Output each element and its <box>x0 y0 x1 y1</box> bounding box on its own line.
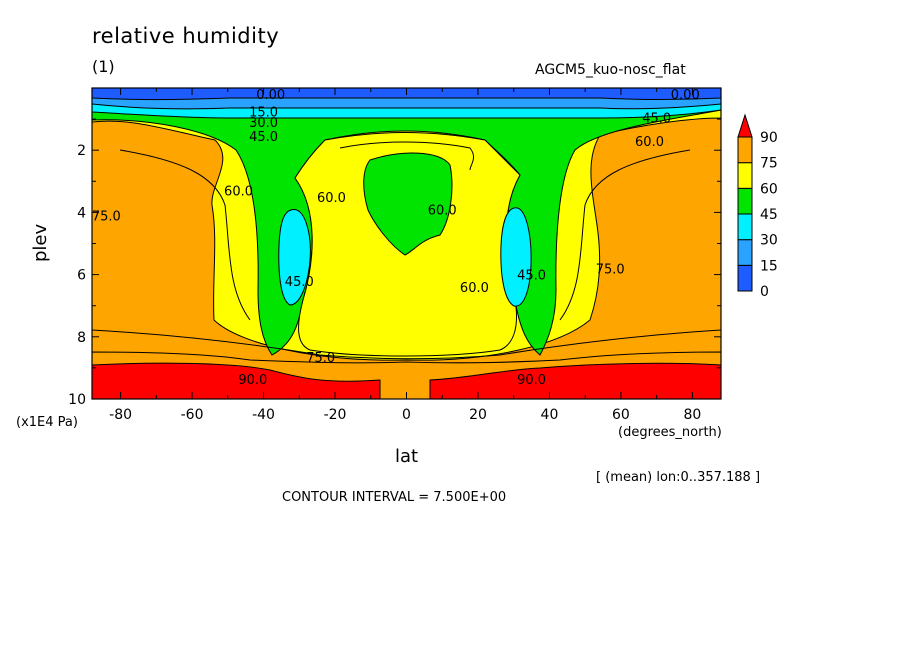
x-units: (degrees_north) <box>618 425 722 440</box>
x-tick-label: 20 <box>469 407 487 423</box>
x-tick-label: 60 <box>612 407 630 423</box>
y-units: (x1E4 Pa) <box>16 415 78 430</box>
colorbar-box <box>737 136 753 164</box>
colorbar: 0 15 30 45 60 75 90 <box>737 113 778 300</box>
colorbar-label: 60 <box>760 181 778 197</box>
colorbar-triangle <box>737 113 753 138</box>
region-90-right <box>429 362 721 399</box>
contour-label: 15.0 <box>249 105 278 120</box>
x-tick-label: -60 <box>181 407 204 423</box>
colorbar-label: 30 <box>760 233 778 249</box>
colorbar-box <box>737 162 753 189</box>
region-30-45-right <box>500 207 532 307</box>
region-45-60-blob <box>363 152 453 256</box>
colorbar-box <box>737 239 753 266</box>
y-tick-label: 6 <box>77 268 86 284</box>
region-90-left <box>92 362 381 399</box>
colorbar-label: 75 <box>760 156 778 172</box>
colorbar-box <box>737 187 753 215</box>
contour-label: 75.0 <box>596 262 625 277</box>
y-tick-label: 2 <box>77 143 86 159</box>
contour-label: 30.0 <box>249 116 278 131</box>
y-tick-label: 10 <box>68 392 86 408</box>
colorbar-box <box>737 264 753 292</box>
contour-label: 75.0 <box>306 351 335 366</box>
contour-label: 90.0 <box>238 373 267 388</box>
contour-label: 60.0 <box>224 185 253 200</box>
contour-line <box>92 329 721 360</box>
chart-title: relative humidity <box>92 24 280 48</box>
contour-label: 60.0 <box>460 281 489 296</box>
contour-label: 60.0 <box>317 191 346 206</box>
contour-label: 45.0 <box>642 112 671 127</box>
contour-label: 0.00 <box>671 88 700 103</box>
colorbar-label: 45 <box>760 207 778 223</box>
x-tick-label: -80 <box>109 407 132 423</box>
contour-label: 45.0 <box>249 130 278 145</box>
contour-label: 60.0 <box>635 135 664 150</box>
chart-subtitle: (1) <box>92 57 115 76</box>
contour-interval: CONTOUR INTERVAL = 7.500E+00 <box>282 490 507 505</box>
contour-label: 90.0 <box>517 373 546 388</box>
region-30-45-left <box>278 209 311 306</box>
contour-label: 0.00 <box>256 88 285 103</box>
colorbar-box <box>737 213 753 241</box>
contour-label: 75.0 <box>92 210 121 225</box>
contour-label: 45.0 <box>517 269 546 284</box>
x-tick-label: -20 <box>324 407 347 423</box>
x-tick-label: 40 <box>541 407 559 423</box>
model-name: AGCM5_kuo-nosc_flat <box>535 62 686 78</box>
contour-line <box>559 149 691 321</box>
colorbar-label: 0 <box>760 284 769 300</box>
y-axis: 2 4 6 8 10 <box>68 118 721 408</box>
region-45-60 <box>92 107 721 356</box>
contour-label: 45.0 <box>285 275 314 290</box>
contour-label: 60.0 <box>428 203 457 218</box>
contour-line <box>119 149 251 321</box>
y-tick-label: 8 <box>77 330 86 346</box>
x-axis-label: lat <box>395 446 419 467</box>
y-tick-label: 4 <box>77 205 86 221</box>
x-tick-label: 80 <box>683 407 701 423</box>
plot-area <box>92 88 721 399</box>
mean-note: [ (mean) lon:0..357.188 ] <box>596 470 761 485</box>
x-tick-label: -40 <box>252 407 275 423</box>
colorbar-label: 90 <box>760 130 778 146</box>
contour-line <box>339 141 475 171</box>
x-axis: -80 -60 -40 -20 0 20 40 60 80 <box>109 88 701 423</box>
colorbar-label: 15 <box>760 258 778 274</box>
x-tick-label: 0 <box>402 407 411 423</box>
